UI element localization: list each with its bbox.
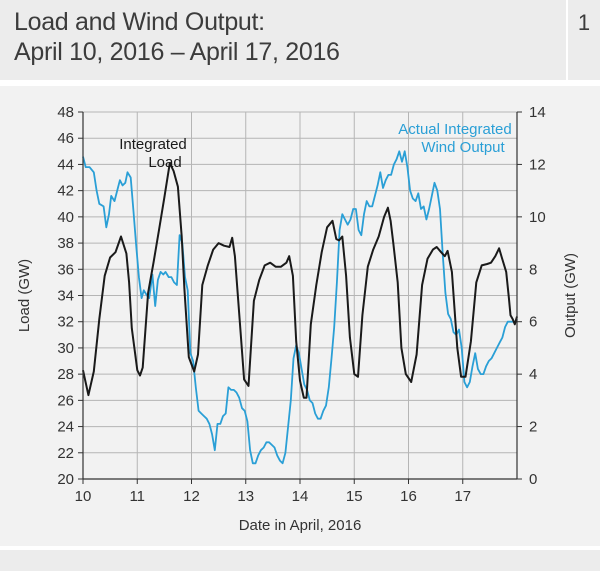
y-left-tick-label: 20 <box>57 471 74 488</box>
load-annotation-line: Integrated <box>119 136 187 153</box>
y-right-tick-label: 6 <box>529 314 537 331</box>
series-lines <box>82 150 518 465</box>
y-left-tick-label: 46 <box>57 130 74 147</box>
x-tick-label: 17 <box>454 488 471 505</box>
y-left-tick-label: 24 <box>57 419 74 436</box>
load-series-line <box>82 162 518 399</box>
x-tick-label: 12 <box>183 488 200 505</box>
wind-annotation-line: Wind Output <box>421 139 505 156</box>
y-left-tick-label: 30 <box>57 340 74 357</box>
y-left-tick-label: 34 <box>57 288 74 305</box>
y-left-tick-label: 40 <box>57 209 74 226</box>
y-right-tick-label: 2 <box>529 419 537 436</box>
wind-series-line <box>82 150 518 465</box>
y-left-tick-label: 42 <box>57 183 74 200</box>
y-right-tick-label: 4 <box>529 366 537 383</box>
y-left-tick-label: 32 <box>57 314 74 331</box>
x-axis-label: Date in April, 2016 <box>239 517 362 534</box>
y-right-tick-label: 8 <box>529 261 537 278</box>
x-tick-label: 14 <box>292 488 309 505</box>
load-annotation-line: Load <box>148 154 181 171</box>
figure-number-band: 1 <box>568 0 600 80</box>
y-axis-label-left: Load (GW) <box>16 259 33 332</box>
y-right-tick-label: 14 <box>529 104 546 121</box>
x-tick-label: 11 <box>129 488 145 505</box>
bottom-band <box>0 550 600 571</box>
y-left-tick-label: 26 <box>57 392 74 409</box>
y-axis-label-right: Output (GW) <box>562 253 579 338</box>
y-left-tick-label: 22 <box>57 445 74 462</box>
x-tick-label: 10 <box>75 488 92 505</box>
y-right-tick-label: 10 <box>529 209 546 226</box>
y-left-tick-label: 38 <box>57 235 74 252</box>
y-left-tick-label: 28 <box>57 366 74 383</box>
title-band: Load and Wind Output: April 10, 2016 – A… <box>0 0 566 80</box>
chart-title-line-2: April 10, 2016 – April 17, 2016 <box>14 38 340 66</box>
wind-annotation-line: Actual Integrated <box>398 121 511 138</box>
chart-title-line-1: Load and Wind Output: <box>14 8 265 36</box>
y-right-tick-label: 0 <box>529 471 537 488</box>
y-left-tick-label: 44 <box>57 156 74 173</box>
figure-number: 1 <box>577 10 591 35</box>
y-left-tick-label: 36 <box>57 261 74 278</box>
x-tick-label: 16 <box>400 488 417 505</box>
axes <box>78 111 522 484</box>
x-tick-label: 13 <box>237 488 254 505</box>
y-right-tick-label: 12 <box>529 156 546 173</box>
x-tick-label: 15 <box>346 488 363 505</box>
y-left-tick-label: 48 <box>57 104 74 121</box>
